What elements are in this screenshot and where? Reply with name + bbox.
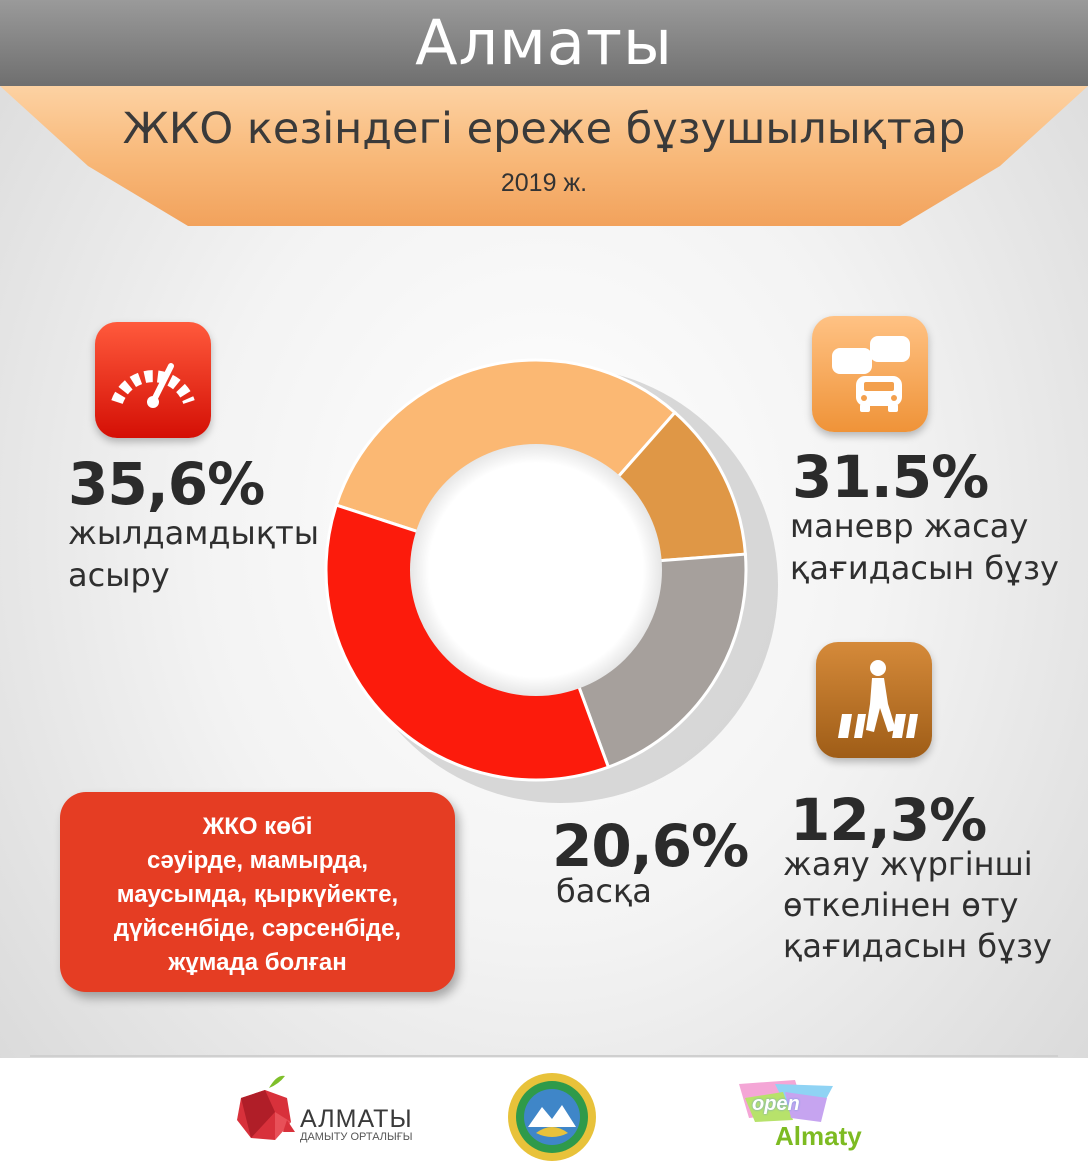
speed-percent: 35,6% — [68, 450, 265, 518]
maneuver-icon-box — [812, 316, 928, 432]
city-title: Алматы — [415, 6, 673, 79]
donut-hole — [410, 444, 662, 696]
maneuver-label-line2: қағидасын бұзу — [790, 549, 1059, 587]
other-label-line1: басқа — [556, 872, 652, 910]
open-almaty-open-text: open — [752, 1093, 800, 1115]
pedestrian-label-line2: өткелінен өту — [783, 886, 1019, 924]
note-line: жұмада болған — [168, 949, 347, 976]
pedestrian-crossing-icon — [838, 660, 918, 738]
note-line: ЖКО көбі — [202, 813, 313, 840]
maneuver-percent: 31.5% — [792, 443, 989, 511]
note-line: дүйсенбіде, сәрсенбіде, — [113, 915, 402, 942]
speed-label-line2: асыру — [68, 556, 170, 594]
city-emblem-icon — [508, 1073, 596, 1161]
footer-divider — [30, 1055, 1058, 1057]
open-almaty-logo-icon — [739, 1080, 833, 1122]
pedestrian-label-line1: жаяу жүргінші — [783, 845, 1033, 883]
chart-subtitle: 2019 ж. — [500, 169, 588, 197]
speed-icon-box — [95, 322, 211, 438]
open-almaty-city-text: Almaty — [775, 1121, 862, 1151]
chart-title: ЖКО кезіндегі ереже бұзушылықтар — [122, 104, 966, 154]
speed-label-line1: жылдамдықты — [68, 514, 320, 552]
note-line: маусымда, қыркүйекте, — [116, 881, 399, 908]
note-line: сәуірде, мамырда, — [146, 847, 369, 874]
pedestrian-icon-box — [816, 642, 932, 758]
speedometer-icon — [111, 363, 195, 408]
pedestrian-percent: 12,3% — [790, 786, 987, 854]
other-percent: 20,6% — [552, 812, 749, 880]
note-text: ЖКО көбі сәуірде, мамырда, маусымда, қыр… — [60, 810, 455, 980]
logo-almaty-text: АЛМАТЫ — [300, 1105, 413, 1133]
logo-almaty-subtext: ДАМЫТУ ОРТАЛЫҒЫ — [300, 1131, 413, 1143]
city-header-bar: Алматы — [0, 0, 1088, 86]
pedestrian-label-line3: қағидасын бұзу — [783, 927, 1052, 965]
title-banner — [0, 86, 1088, 226]
cars-traffic-icon — [832, 336, 910, 412]
maneuver-label-line1: маневр жасау — [790, 507, 1029, 545]
almaty-development-logo-icon — [237, 1075, 295, 1140]
note-box: ЖКО көбі сәуірде, мамырда, маусымда, қыр… — [60, 792, 455, 992]
